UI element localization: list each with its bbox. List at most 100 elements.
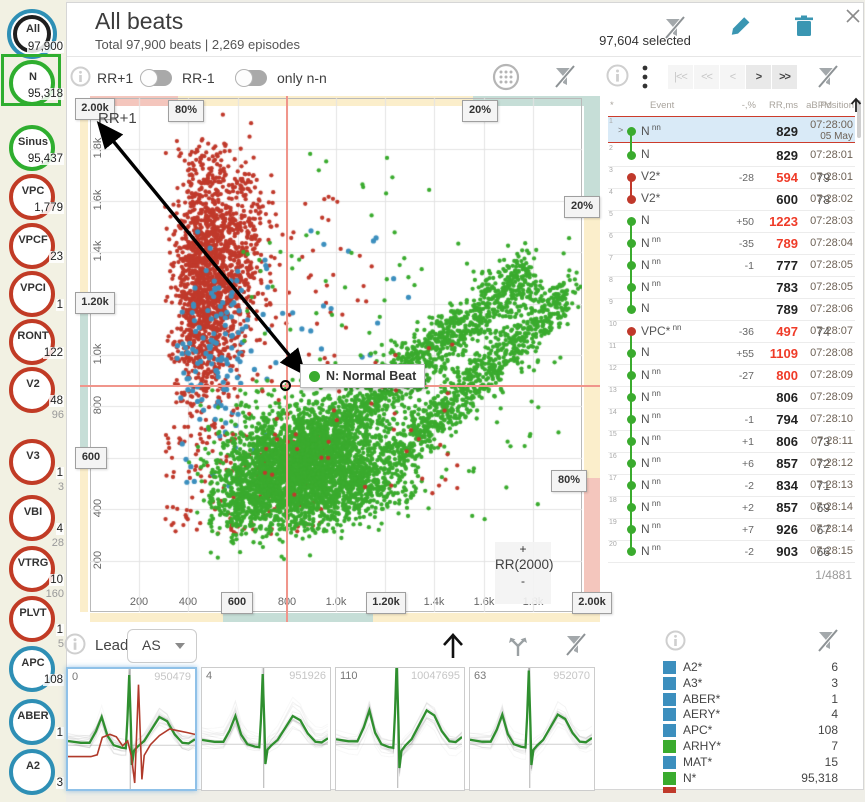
zoom-in-button[interactable]: + [519,542,527,556]
pager-next-page-button[interactable]: >> [772,65,797,89]
event-class-dot [627,260,636,270]
info-icon[interactable] [64,633,86,655]
event-label: V2* [641,191,661,205]
sidebar-item-all[interactable]: All 97,900 [0,8,66,60]
column-header-rrms[interactable]: RR,ms [768,100,798,111]
legend-item-a2[interactable]: A2* 6 [660,660,852,675]
delta-percent: +50 [736,216,754,228]
column-header-[interactable]: -,% [741,100,756,111]
pager-prev-button[interactable]: < [720,65,745,89]
up-arrow-icon[interactable] [440,632,466,660]
legend-item-n[interactable]: N* 95,318 [660,771,852,786]
delete-icon[interactable] [793,14,815,38]
sidebar-item-vtrg[interactable]: VTRG 10 160 [0,543,66,600]
pager-prev-page-button[interactable]: << [694,65,719,89]
filter-off-icon[interactable] [564,632,588,658]
pager-next-button[interactable]: > [746,65,771,89]
split-arrows-icon[interactable] [506,634,530,658]
sidebar-item-plvt[interactable]: PLVT 1 5 [0,593,66,650]
percentile-marker[interactable]: 80% [168,100,204,122]
y-range-handle[interactable]: 1.20k [75,292,115,314]
close-icon[interactable] [845,8,861,24]
column-header-[interactable]: * [610,100,614,111]
range-strip-segment[interactable] [373,613,600,622]
sidebar-item-vbi[interactable]: VBI 4 28 [0,492,66,549]
range-strip-segment[interactable] [584,478,600,612]
column-header-position[interactable]: Position [820,100,854,111]
percentile-marker[interactable]: 20% [462,100,498,122]
y-range-handle[interactable]: 600 [75,447,107,469]
event-class-dot [627,546,636,556]
sidebar-item-sinus[interactable]: Sinus 95,437 [0,122,66,174]
column-header-abpm[interactable]: aBPM [806,100,832,111]
beat-class-secondary-count: 160 [45,588,64,600]
row-number: 1 [609,118,613,125]
beat-thumbnail[interactable]: 0 950479 [66,667,197,791]
sidebar-item-apc[interactable]: APC 108 [0,643,66,695]
legend-item-arhy[interactable]: ARHY* 7 [660,739,852,754]
beat-thumbnail[interactable]: 63 952070 [469,667,595,791]
sequence-link-line [630,287,632,309]
selected-beat-marker[interactable] [280,380,291,391]
range-strip-segment[interactable] [80,98,88,302]
row-number: 17 [609,475,617,482]
lead-select-value: AS [142,637,161,653]
filter-off-icon[interactable] [816,628,840,654]
pager-first-button[interactable]: |<< [668,65,693,89]
position-time: 07:28:04 [810,237,853,249]
beat-thumbnail[interactable]: 4 951926 [201,667,331,791]
rr-plus-label: RR+1 [97,70,134,86]
range-strip-segment[interactable] [584,200,600,478]
range-strip-segment[interactable] [223,613,373,622]
info-icon[interactable] [606,64,629,87]
lead-select[interactable]: AS [127,629,197,663]
only-nn-toggle[interactable] [235,69,267,87]
zoom-out-button[interactable]: - [521,574,525,588]
filter-off-icon[interactable] [816,64,840,90]
row-separator [608,540,855,541]
rr-direction-toggle[interactable] [140,69,172,87]
sidebar-item-v2[interactable]: V2 48 96 [0,364,66,421]
legend-item-a3[interactable]: A3* 3 [660,676,852,691]
sidebar-item-vpcf[interactable]: VPCF 23 [0,220,66,272]
percentile-marker[interactable]: 20% [564,196,600,218]
x-range-handle[interactable]: 600 [221,592,253,614]
sidebar-item-vpc[interactable]: VPC 1,779 [0,171,66,223]
info-icon[interactable] [70,66,91,87]
scatter-plot-canvas[interactable] [90,98,582,612]
legend-item-mat[interactable]: MAT* 15 [660,755,852,770]
sidebar-item-a2[interactable]: A2 3 [0,746,66,798]
legend-item-aery[interactable]: AERY* 4 [660,707,852,722]
delta-percent: +2 [742,502,754,514]
legend-item-aber[interactable]: ABER* 1 [660,692,852,707]
kebab-menu-icon[interactable] [641,64,649,92]
y-range-handle[interactable]: 2.00k [75,98,115,120]
density-grid-icon[interactable] [492,63,520,91]
row-number: 3 [609,167,613,174]
percentile-marker[interactable]: 80% [551,470,587,492]
range-strip-segment[interactable] [584,98,600,200]
beat-thumbnail[interactable]: 110 10047695 [335,667,465,791]
x-range-handle[interactable]: 2.00k [572,592,612,614]
event-label: N nn [641,411,661,426]
y-axis-label: RR+1 [98,110,137,127]
sidebar-item-n[interactable]: N 95,318 [0,54,66,109]
legend-count: 1 [831,691,838,706]
event-class-dot [627,326,636,336]
legend-item-apc[interactable]: APC* 108 [660,723,852,738]
info-icon[interactable] [665,630,686,651]
table-scrollbar[interactable] [857,100,861,138]
edit-icon[interactable] [729,14,753,38]
filter-off-icon[interactable] [553,64,577,90]
column-header-event[interactable]: Event [650,100,675,111]
sort-asc-icon[interactable] [850,97,862,113]
range-strip-segment[interactable] [90,613,223,622]
filter-off-icon[interactable] [663,15,687,41]
range-strip-segment[interactable] [80,468,88,612]
legend-item-partial[interactable] [660,786,852,801]
sidebar-item-aber[interactable]: ABER 1 [0,696,66,748]
sidebar-item-vpci[interactable]: VPCI 1 [0,268,66,320]
x-range-handle[interactable]: 1.20k [366,592,406,614]
sidebar-item-v3[interactable]: V3 1 3 [0,436,66,493]
sidebar-item-ront[interactable]: RONT 122 [0,316,66,368]
